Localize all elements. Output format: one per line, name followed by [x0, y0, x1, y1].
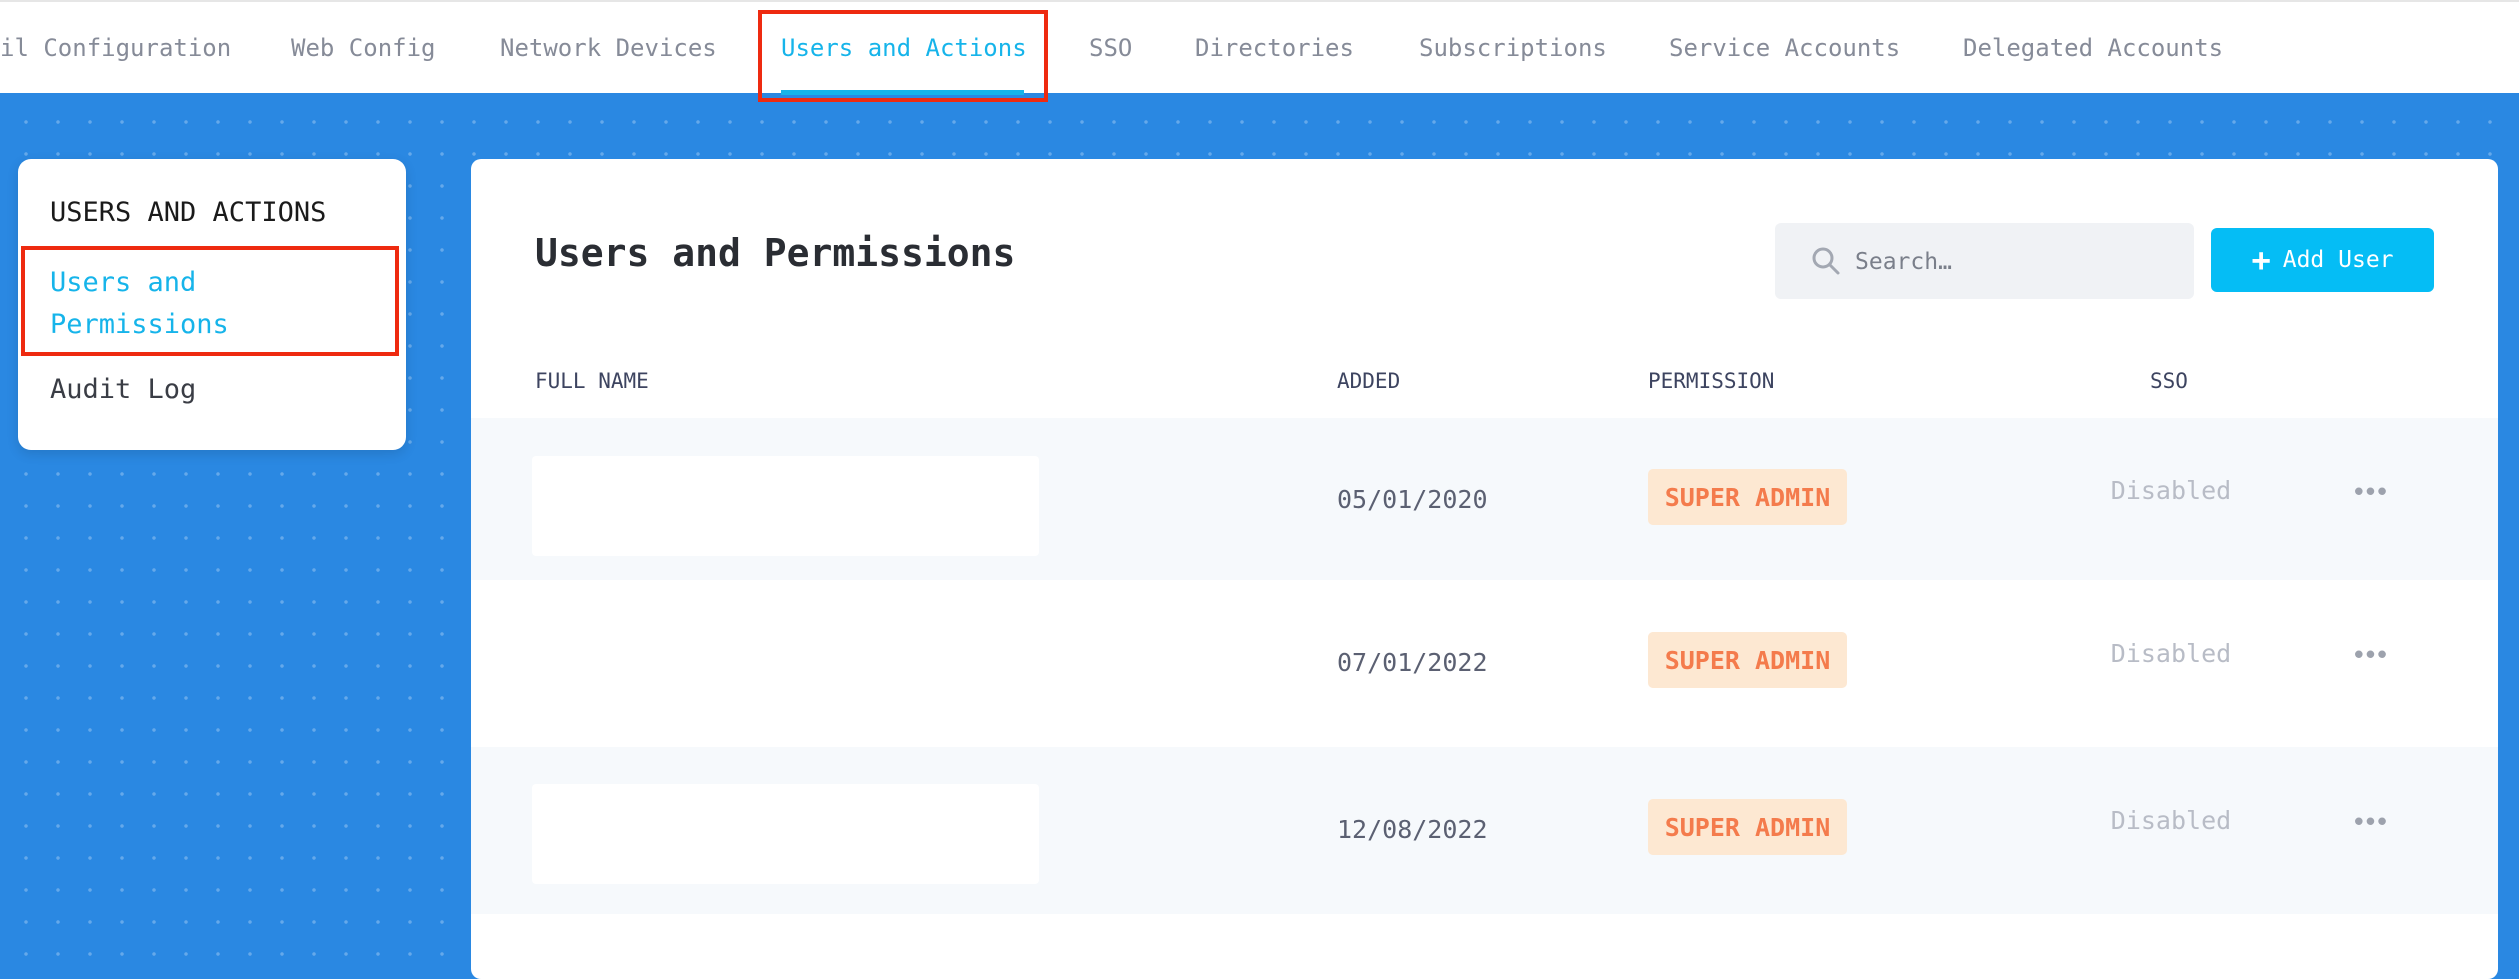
sidebar-item-label-line2: Permissions	[50, 309, 229, 340]
full-name-cell	[532, 784, 1039, 884]
permission-badge: SUPER ADMIN	[1648, 632, 1847, 688]
add-user-label: Add User	[2282, 247, 2394, 273]
tab-sso[interactable]: SSO	[1089, 34, 1133, 62]
sidebar-title: USERS AND ACTIONS	[50, 197, 327, 228]
sidebar-card: USERS AND ACTIONS Users and Permissions …	[18, 159, 406, 450]
tab-subscriptions[interactable]: Subscriptions	[1419, 34, 1607, 62]
tab-directories[interactable]: Directories	[1195, 34, 1354, 62]
table-row[interactable]: 12/08/2022 SUPER ADMIN Disabled •••	[471, 747, 2498, 914]
added-date: 07/01/2022	[1337, 648, 1488, 677]
sso-status: Disabled	[2110, 806, 2232, 835]
sidebar-item-audit-log[interactable]: Audit Log	[50, 374, 197, 405]
search-box[interactable]	[1775, 223, 2194, 299]
top-nav: il Configuration Web Config Network Devi…	[0, 0, 2519, 95]
highlight-box-tab	[758, 10, 1048, 102]
highlight-box-sidebar	[21, 246, 399, 356]
active-tab-indicator	[781, 90, 1024, 95]
column-header-permission[interactable]: PERMISSION	[1648, 369, 1775, 393]
sidebar-item-users-and-permissions[interactable]: Users and Permissions	[50, 262, 229, 346]
main-card: Users and Permissions + Add User FULL NA…	[471, 159, 2498, 979]
sso-status: Disabled	[2110, 476, 2232, 505]
more-options-icon[interactable]: •••	[2351, 808, 2390, 838]
tab-email-configuration[interactable]: il Configuration	[0, 34, 232, 62]
column-header-full-name[interactable]: FULL NAME	[535, 369, 649, 393]
tab-service-accounts[interactable]: Service Accounts	[1669, 34, 1901, 62]
permission-badge: SUPER ADMIN	[1648, 469, 1847, 525]
tab-users-and-actions[interactable]: Users and Actions	[781, 34, 1027, 62]
added-date: 12/08/2022	[1337, 815, 1488, 844]
search-input[interactable]	[1853, 241, 2177, 283]
column-header-added[interactable]: ADDED	[1337, 369, 1401, 393]
more-options-icon[interactable]: •••	[2351, 641, 2390, 671]
table-row[interactable]: 07/01/2022 SUPER ADMIN Disabled •••	[471, 580, 2498, 747]
sidebar-item-label-line1: Users and	[50, 267, 197, 298]
more-options-icon[interactable]: •••	[2351, 478, 2390, 508]
sso-status: Disabled	[2110, 639, 2232, 668]
add-user-button[interactable]: + Add User	[2211, 228, 2434, 292]
added-date: 05/01/2020	[1337, 485, 1488, 514]
search-icon	[1812, 247, 1840, 275]
tab-web-config[interactable]: Web Config	[291, 34, 436, 62]
plus-icon: +	[2251, 241, 2271, 279]
tab-network-devices[interactable]: Network Devices	[500, 34, 717, 62]
tab-delegated-accounts[interactable]: Delegated Accounts	[1963, 34, 2224, 62]
table-row[interactable]: 05/01/2020 SUPER ADMIN Disabled •••	[471, 418, 2498, 580]
column-header-sso[interactable]: SSO	[2150, 369, 2188, 393]
permission-badge: SUPER ADMIN	[1648, 799, 1847, 855]
page-title: Users and Permissions	[535, 231, 1016, 275]
full-name-cell	[532, 456, 1039, 556]
